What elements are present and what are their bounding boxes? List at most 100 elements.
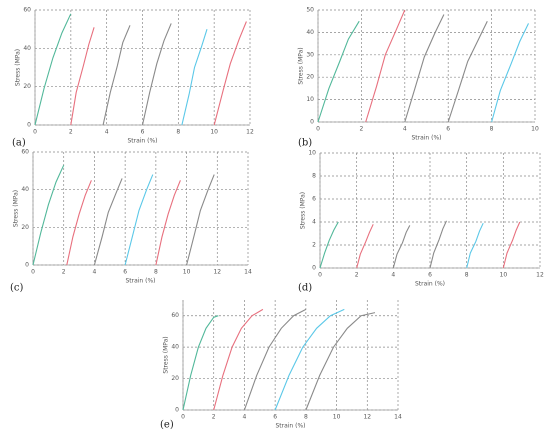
x-tick-label: 6: [123, 269, 127, 276]
x-axis-label: Strain (%): [411, 135, 441, 142]
y-tick-label: 60: [171, 312, 179, 319]
stress-strain-curve: [213, 21, 247, 126]
y-axis-label: Stress (MPa): [13, 190, 20, 227]
x-tick-label: 8: [304, 414, 308, 421]
y-axis-label: Stress (MPa): [163, 336, 170, 373]
x-tick-label: 0: [33, 129, 37, 136]
x-tick-label: 10: [183, 269, 191, 276]
panel-label: (b): [298, 138, 312, 149]
x-tick-label: 4: [403, 126, 407, 133]
y-tick-label: 8: [312, 173, 316, 180]
panel-label: (a): [12, 138, 26, 149]
stress-strain-curve: [365, 9, 406, 123]
stress-strain-curve: [466, 222, 484, 269]
x-tick-label: 8: [465, 272, 469, 279]
x-tick-label: 10: [333, 414, 341, 421]
y-axis-label: Stress (MPa): [298, 47, 305, 84]
x-tick-label: 4: [105, 129, 109, 136]
x-tick-label: 12: [213, 269, 221, 276]
stress-strain-curve: [141, 23, 172, 126]
x-tick-label: 6: [428, 272, 432, 279]
y-tick-label: 30: [306, 51, 314, 58]
panel-label: (c): [10, 283, 24, 294]
stress-strain-curve: [182, 315, 219, 411]
stress-strain-curve: [93, 178, 123, 266]
stress-strain-curve: [392, 225, 411, 269]
x-tick-label: 14: [244, 269, 252, 276]
x-tick-label: 12: [246, 129, 254, 136]
x-tick-label: 4: [93, 269, 97, 276]
y-tick-label: 2: [312, 242, 316, 249]
x-tick-label: 4: [391, 272, 395, 279]
stress-strain-curve: [243, 308, 307, 411]
y-tick-label: 4: [312, 219, 316, 226]
x-tick-label: 4: [243, 414, 247, 421]
y-tick-label: 10: [308, 150, 316, 157]
y-tick-label: 0: [25, 262, 29, 269]
y-tick-label: 20: [171, 375, 179, 382]
x-tick-label: 12: [363, 414, 371, 421]
x-axis-label: Strain (%): [127, 138, 157, 145]
stress-strain-curve: [491, 23, 529, 123]
x-tick-label: 6: [141, 129, 145, 136]
stress-strain-curve: [274, 308, 345, 411]
y-tick-label: 40: [171, 344, 179, 351]
y-axis-label: Stress (MPa): [15, 49, 22, 86]
stress-strain-curve: [319, 221, 339, 269]
stress-strain-curve: [213, 308, 264, 411]
stress-strain-curve: [305, 312, 376, 411]
y-tick-label: 0: [27, 122, 31, 129]
y-tick-label: 60: [21, 149, 29, 156]
x-tick-label: 0: [316, 126, 320, 133]
y-tick-label: 20: [306, 74, 314, 81]
x-tick-label: 0: [181, 414, 185, 421]
y-tick-label: 10: [306, 96, 314, 103]
x-tick-label: 12: [536, 272, 544, 279]
y-tick-label: 0: [310, 119, 314, 126]
x-axis-label: Strain (%): [415, 281, 445, 288]
x-tick-label: 8: [154, 269, 158, 276]
stress-strain-curve: [34, 13, 72, 126]
y-tick-label: 40: [21, 186, 29, 193]
panel-label: (d): [298, 283, 312, 294]
x-axis-label: Strain (%): [275, 423, 305, 430]
stress-strain-curve: [429, 220, 448, 269]
x-tick-label: 10: [500, 272, 508, 279]
x-tick-label: 6: [446, 126, 450, 133]
stress-strain-curve: [356, 224, 374, 269]
stress-strain-curve: [70, 27, 95, 126]
x-tick-label: 0: [31, 269, 35, 276]
x-tick-label: 8: [490, 126, 494, 133]
stress-strain-curve: [317, 20, 360, 123]
x-tick-label: 6: [273, 414, 277, 421]
stress-strain-curve: [32, 164, 65, 266]
x-tick-label: 8: [176, 129, 180, 136]
x-tick-label: 14: [394, 414, 402, 421]
x-tick-label: 10: [210, 129, 218, 136]
stress-strain-curve: [124, 174, 154, 266]
y-tick-label: 50: [306, 7, 314, 14]
stress-strain-curve: [502, 221, 521, 269]
y-tick-label: 20: [21, 224, 29, 231]
stress-strain-curve: [181, 29, 208, 126]
x-tick-label: 2: [359, 126, 363, 133]
stress-strain-curve: [102, 25, 131, 126]
x-tick-label: 2: [62, 269, 66, 276]
y-tick-label: 40: [23, 45, 31, 52]
y-tick-label: 6: [312, 196, 316, 203]
panel-label: (e): [160, 420, 174, 431]
y-axis-label: Stress (MPa): [300, 192, 307, 229]
y-tick-label: 20: [23, 83, 31, 90]
y-tick-label: 0: [312, 265, 316, 272]
x-tick-label: 0: [318, 272, 322, 279]
stress-strain-curve: [404, 14, 445, 123]
y-tick-label: 0: [175, 407, 179, 414]
x-axis-label: Strain (%): [125, 278, 155, 285]
y-tick-label: 60: [23, 7, 31, 14]
stress-strain-curve: [447, 20, 488, 123]
stress-strain-curve: [155, 180, 181, 266]
x-tick-label: 10: [531, 126, 539, 133]
y-tick-label: 40: [306, 29, 314, 36]
stress-strain-curve: [186, 174, 215, 266]
